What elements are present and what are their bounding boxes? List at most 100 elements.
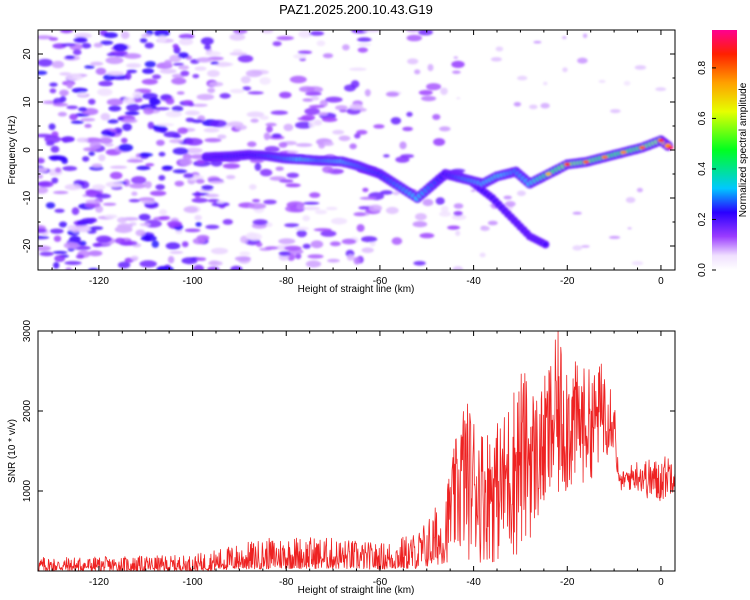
noise-blob — [78, 92, 88, 96]
noise-blob — [154, 30, 170, 37]
noise-blob — [207, 198, 220, 203]
noise-blob — [229, 33, 246, 41]
noise-blob — [385, 206, 399, 215]
noise-blob — [406, 111, 413, 117]
noise-blob — [230, 265, 243, 270]
noise-blob — [284, 245, 302, 251]
noise-blob — [353, 212, 367, 217]
noise-blob — [422, 198, 434, 207]
noise-blob — [296, 229, 307, 238]
noise-blob — [562, 67, 568, 73]
noise-blob — [69, 113, 78, 121]
noise-blob — [295, 143, 313, 147]
ridge-peak — [620, 150, 627, 154]
noise-blob — [38, 181, 54, 188]
noise-blob — [184, 228, 201, 233]
noise-blob — [252, 219, 268, 226]
noise-blob — [88, 250, 103, 257]
snr-y-ticks: 1000 2000 3000 — [22, 319, 675, 502]
noise-blob — [110, 74, 129, 80]
noise-blob — [357, 47, 368, 53]
noise-blob — [48, 37, 59, 41]
noise-blob — [479, 252, 486, 258]
noise-blob — [313, 119, 322, 126]
noise-blob — [131, 191, 138, 196]
noise-blob — [451, 214, 467, 221]
noise-blob — [263, 132, 271, 141]
noise-blob — [357, 37, 372, 42]
noise-blob — [117, 223, 133, 229]
noise-blob — [283, 123, 294, 132]
noise-blob — [346, 254, 355, 261]
noise-blob — [165, 110, 182, 118]
noise-blob — [325, 206, 338, 211]
noise-blob — [126, 69, 137, 74]
colorbar-gradient — [712, 30, 737, 270]
x-tick-label: -60 — [373, 577, 388, 588]
noise-blob — [169, 139, 184, 144]
noise-blob — [132, 91, 142, 99]
noise-blob — [64, 55, 75, 60]
noise-blob — [76, 137, 89, 143]
y-tick-label: 20 — [22, 48, 33, 60]
noise-blob — [287, 150, 299, 155]
noise-blob — [572, 211, 582, 215]
noise-blob — [169, 250, 184, 254]
noise-blob — [439, 211, 452, 217]
noise-blob — [192, 74, 200, 79]
noise-blob — [234, 256, 251, 262]
noise-blob — [52, 102, 69, 107]
noise-blob — [354, 133, 361, 139]
noise-blob — [53, 262, 60, 269]
noise-blob — [392, 191, 400, 196]
noise-blob — [178, 38, 194, 46]
x-tick-label: -40 — [466, 276, 481, 287]
noise-blob — [112, 43, 129, 52]
noise-blob — [289, 75, 307, 84]
noise-blob — [156, 265, 174, 270]
noise-blob — [415, 213, 427, 221]
noise-blob — [214, 61, 232, 67]
noise-blob — [308, 104, 325, 109]
noise-blob — [373, 124, 385, 129]
noise-blob — [84, 123, 92, 128]
noise-blob — [38, 35, 53, 40]
noise-blob — [487, 220, 498, 226]
noise-blob — [81, 42, 92, 49]
noise-blob — [307, 254, 324, 259]
noise-blob — [631, 261, 644, 266]
noise-blob — [284, 223, 300, 228]
noise-blob — [139, 260, 157, 268]
noise-blob — [252, 199, 261, 203]
noise-blob — [259, 115, 269, 120]
noise-blob — [303, 201, 320, 205]
noise-blob — [195, 257, 207, 261]
noise-blob — [60, 30, 73, 34]
noise-blob — [108, 105, 122, 112]
noise-blob — [543, 81, 548, 86]
noise-blob — [625, 197, 636, 203]
noise-blob — [120, 31, 130, 39]
noise-blob — [309, 31, 325, 36]
noise-blob — [181, 241, 189, 248]
noise-blob — [504, 201, 516, 207]
noise-blob — [581, 245, 590, 248]
noise-blob — [205, 224, 220, 230]
noise-blob — [293, 54, 307, 59]
snr-x-axis-label: Height of straight line (km) — [298, 585, 415, 596]
noise-blob — [480, 226, 490, 231]
noise-blob — [165, 242, 181, 250]
noise-blob — [95, 235, 112, 243]
noise-blob — [107, 119, 119, 124]
noise-blob — [295, 121, 313, 129]
noise-blob — [110, 165, 127, 169]
noise-blob — [529, 104, 538, 110]
noise-blob — [149, 98, 161, 106]
noise-blob — [299, 86, 315, 93]
figure-title: PAZ1.2025.200.10.43.G19 — [279, 2, 433, 17]
noise-blob — [106, 71, 125, 76]
noise-blob — [158, 215, 171, 221]
noise-blob — [139, 222, 151, 227]
noise-blob — [89, 226, 104, 231]
noise-blob — [259, 77, 271, 85]
